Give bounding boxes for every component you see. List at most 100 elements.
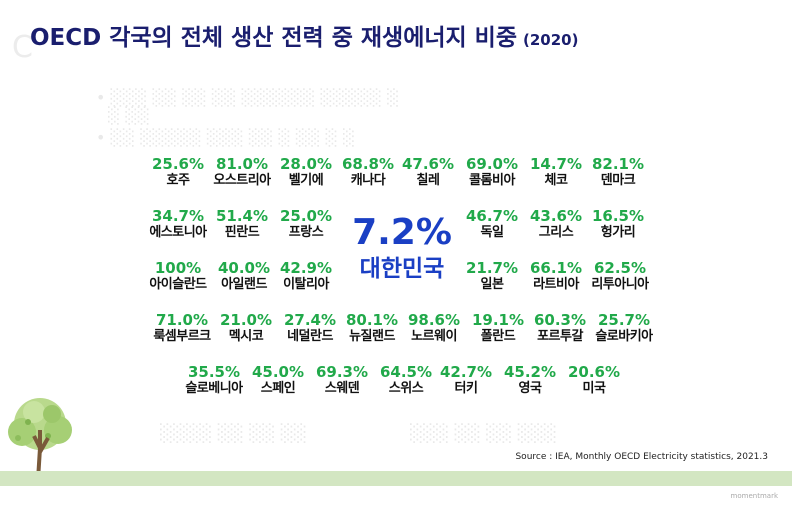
country-percent: 45.2% <box>503 363 557 381</box>
country-stat: 25.6% 호주 <box>140 156 216 189</box>
country-percent: 81.0% <box>215 155 269 173</box>
country-percent: 28.0% <box>279 155 333 173</box>
country-percent: 25.0% <box>279 207 333 225</box>
country-percent: 21.7% <box>465 259 519 277</box>
country-name: 슬로바키아 <box>595 329 653 344</box>
country-percent: 45.0% <box>251 363 305 381</box>
korea-percent: 7.2% <box>352 212 452 253</box>
country-stat: 98.6% 노르웨이 <box>396 312 472 345</box>
country-percent: 42.7% <box>439 363 493 381</box>
background-decoration: ░░░░ ░░ ░░ ░░ <box>160 424 307 444</box>
footer-logo: momentmark <box>730 492 778 500</box>
country-percent: 60.3% <box>533 311 587 329</box>
country-name: 폴란드 <box>480 329 516 344</box>
page-title: OECD 각국의 전체 생산 전력 중 재생에너지 비중 (2020) <box>30 18 578 52</box>
country-name: 캐나다 <box>350 173 386 188</box>
country-name: 에스토니아 <box>149 225 207 240</box>
country-stat: 42.7% 터키 <box>428 364 504 397</box>
country-percent: 62.5% <box>593 259 647 277</box>
country-percent: 100% <box>154 259 202 277</box>
country-stat: 45.0% 스페인 <box>240 364 316 397</box>
country-name: 슬로베니아 <box>185 381 243 396</box>
country-percent: 35.5% <box>187 363 241 381</box>
country-stat: 42.9% 이탈리아 <box>268 260 344 293</box>
country-stat: 28.0% 벨기에 <box>268 156 344 189</box>
country-stat: 69.0% 콜롬비아 <box>454 156 530 189</box>
country-stat: 51.4% 핀란드 <box>204 208 280 241</box>
country-stat: 16.5% 헝가리 <box>580 208 656 241</box>
country-percent: 21.0% <box>219 311 273 329</box>
country-stat: 21.7% 일본 <box>454 260 530 293</box>
footer-bar <box>0 471 792 486</box>
country-stat: 68.8% 캐나다 <box>330 156 406 189</box>
country-stat: 14.7% 체코 <box>518 156 594 189</box>
country-name: 독일 <box>480 225 504 240</box>
country-percent: 16.5% <box>591 207 645 225</box>
country-name: 칠레 <box>416 173 440 188</box>
country-stat: 34.7% 에스토니아 <box>140 208 216 241</box>
country-stat: 64.5% 스위스 <box>368 364 444 397</box>
country-percent: 42.9% <box>279 259 333 277</box>
country-percent: 20.6% <box>567 363 621 381</box>
country-percent: 34.7% <box>151 207 205 225</box>
country-stat: 62.5% 리투아니아 <box>582 260 658 293</box>
country-name: 프랑스 <box>288 225 324 240</box>
country-stat: 19.1% 폴란드 <box>460 312 536 345</box>
country-percent: 43.6% <box>529 207 583 225</box>
country-stat: 60.3% 포르투갈 <box>522 312 598 345</box>
background-decoration: C <box>12 30 33 65</box>
country-name: 리투아니아 <box>591 277 649 292</box>
country-name: 오스트리아 <box>213 173 271 188</box>
country-percent: 71.0% <box>155 311 209 329</box>
country-name: 일본 <box>480 277 504 292</box>
country-name: 이탈리아 <box>283 277 329 292</box>
country-name: 노르웨이 <box>411 329 457 344</box>
country-stat: 25.7% 슬로바키아 <box>586 312 662 345</box>
country-percent: 80.1% <box>345 311 399 329</box>
country-name: 그리스 <box>538 225 574 240</box>
country-stat: 40.0% 아일랜드 <box>206 260 282 293</box>
country-percent: 25.6% <box>151 155 205 173</box>
country-percent: 46.7% <box>465 207 519 225</box>
country-percent: 14.7% <box>529 155 583 173</box>
country-percent: 51.4% <box>215 207 269 225</box>
country-stat: 20.6% 미국 <box>556 364 632 397</box>
korea-highlight: 7.2% 대한민국 <box>332 212 472 284</box>
country-name: 스위스 <box>388 381 424 396</box>
country-stat: 81.0% 오스트리아 <box>204 156 280 189</box>
background-decoration: • ░░ ░░░░░ ░░░ ░░ ░ ░░ ░ ░ <box>96 128 356 147</box>
country-stat: 21.0% 멕시코 <box>208 312 284 345</box>
background-decoration: ░░░ ░░ ░░ ░░░ <box>410 424 557 444</box>
country-stat: 27.4% 네덜란드 <box>272 312 348 345</box>
country-name: 헝가리 <box>600 225 636 240</box>
country-stat: 25.0% 프랑스 <box>268 208 344 241</box>
country-stat: 43.6% 그리스 <box>518 208 594 241</box>
country-name: 포르투갈 <box>537 329 583 344</box>
country-stat: 82.1% 덴마크 <box>580 156 656 189</box>
country-stat: 66.1% 라트비아 <box>518 260 594 293</box>
country-stat: 100% 아이슬란드 <box>140 260 216 293</box>
country-stat: 47.6% 칠레 <box>390 156 466 189</box>
country-name: 멕시코 <box>228 329 264 344</box>
source-caption: Source : IEA, Monthly OECD Electricity s… <box>515 452 768 462</box>
country-name: 덴마크 <box>600 173 636 188</box>
country-stat: 80.1% 뉴질랜드 <box>334 312 410 345</box>
country-name: 스페인 <box>260 381 296 396</box>
tree-icon <box>8 398 72 481</box>
country-stat: 46.7% 독일 <box>454 208 530 241</box>
country-percent: 19.1% <box>471 311 525 329</box>
country-stat: 71.0% 룩셈부르크 <box>144 312 220 345</box>
country-name: 체코 <box>544 173 568 188</box>
country-name: 콜롬비아 <box>469 173 515 188</box>
country-percent: 98.6% <box>407 311 461 329</box>
country-stat: 69.3% 스웨덴 <box>304 364 380 397</box>
country-name: 미국 <box>582 381 606 396</box>
country-name: 스웨덴 <box>324 381 360 396</box>
title-year: (2020) <box>523 31 579 49</box>
country-name: 벨기에 <box>288 173 324 188</box>
country-stat: 35.5% 슬로베니아 <box>176 364 252 397</box>
country-percent: 27.4% <box>283 311 337 329</box>
country-name: 라트비아 <box>533 277 579 292</box>
country-name: 룩셈부르크 <box>153 329 211 344</box>
country-name: 호주 <box>166 173 190 188</box>
